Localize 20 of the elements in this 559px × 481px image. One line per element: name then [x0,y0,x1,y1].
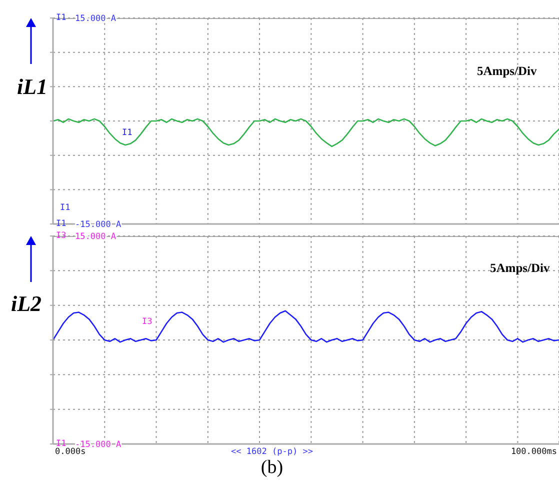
annotation: 5Amps/Div [490,261,550,276]
y-axis-title: iL2 [11,291,42,317]
annotation: I1 [56,439,66,449]
annotation: 5Amps/Div [477,64,537,79]
text: 0.000s [55,447,86,457]
text: << 1602 (p-p) >> [231,447,313,457]
annotation: I1 [122,128,132,138]
y-axis-title: iL1 [17,74,48,100]
annotation: I3 [56,231,66,241]
annotation: I3 [142,317,152,327]
text: (b) [260,457,284,479]
line-series [53,310,559,343]
annotation: I1 [56,219,66,229]
annotation: I1 [56,13,66,23]
text: 100.000ms [510,447,557,457]
y-tick-label: -15.000 A [75,220,122,230]
line-series [53,118,559,148]
y-tick-label: 15.000 A [75,14,116,24]
annotation: I1 [60,203,70,213]
y-tick-label: 15.000 A [75,232,116,242]
